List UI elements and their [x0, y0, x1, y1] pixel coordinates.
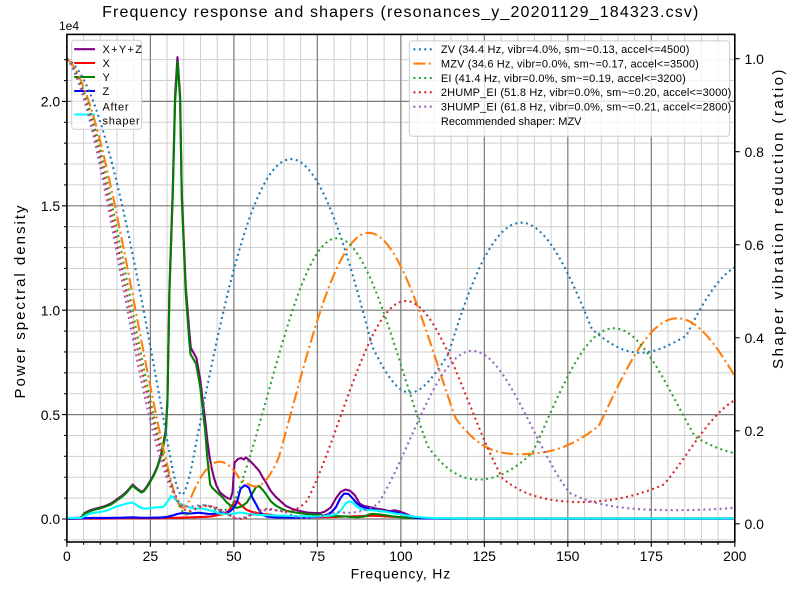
svg-text:200: 200 [723, 548, 747, 564]
svg-text:MZV (34.6 Hz, vibr=0.0%, sm~=0: MZV (34.6 Hz, vibr=0.0%, sm~=0.17, accel… [441, 59, 699, 71]
svg-text:2.0: 2.0 [41, 94, 61, 110]
svg-text:0.2: 0.2 [745, 423, 765, 439]
svg-text:1.0: 1.0 [41, 302, 61, 318]
svg-text:25: 25 [143, 548, 159, 564]
svg-text:X+Y+Z: X+Y+Z [103, 44, 144, 56]
svg-text:X: X [103, 58, 111, 70]
svg-text:After: After [103, 102, 130, 114]
svg-text:125: 125 [473, 548, 497, 564]
svg-text:75: 75 [310, 548, 326, 564]
svg-text:0: 0 [63, 548, 71, 564]
svg-text:1.5: 1.5 [41, 198, 61, 214]
svg-text:shaper: shaper [103, 116, 141, 128]
svg-text:50: 50 [226, 548, 242, 564]
svg-text:Y: Y [103, 72, 111, 84]
svg-text:0.4: 0.4 [745, 330, 765, 346]
svg-text:Power spectral density: Power spectral density [12, 204, 29, 399]
svg-text:150: 150 [556, 548, 580, 564]
svg-text:0.8: 0.8 [745, 144, 765, 160]
svg-text:Z: Z [103, 86, 110, 98]
svg-text:Frequency response and shapers: Frequency response and shapers (resonanc… [102, 4, 699, 21]
svg-text:Frequency, Hz: Frequency, Hz [351, 566, 451, 582]
svg-text:0.0: 0.0 [41, 511, 61, 527]
svg-text:0.0: 0.0 [745, 516, 765, 532]
svg-text:ZV (34.4 Hz, vibr=4.0%, sm~=0.: ZV (34.4 Hz, vibr=4.0%, sm~=0.13, accel<… [441, 44, 690, 56]
svg-text:1.0: 1.0 [745, 51, 765, 67]
svg-text:3HUMP_EI (61.8 Hz, vibr=0.0%,: 3HUMP_EI (61.8 Hz, vibr=0.0%, sm~=0.21, … [441, 102, 732, 114]
svg-text:Recommended shaper: MZV: Recommended shaper: MZV [441, 116, 582, 128]
svg-text:Shaper vibration reduction (ra: Shaper vibration reduction (ratio) [770, 67, 787, 369]
svg-text:EI (41.4 Hz, vibr=0.0%, sm~=0.: EI (41.4 Hz, vibr=0.0%, sm~=0.19, accel<… [441, 73, 686, 85]
svg-text:175: 175 [640, 548, 664, 564]
svg-text:1e4: 1e4 [59, 19, 79, 33]
svg-text:100: 100 [389, 548, 413, 564]
svg-text:0.5: 0.5 [41, 407, 61, 423]
svg-text:2HUMP_EI (51.8 Hz, vibr=0.0%,: 2HUMP_EI (51.8 Hz, vibr=0.0%, sm~=0.20, … [441, 87, 732, 99]
svg-text:0.6: 0.6 [745, 237, 765, 253]
